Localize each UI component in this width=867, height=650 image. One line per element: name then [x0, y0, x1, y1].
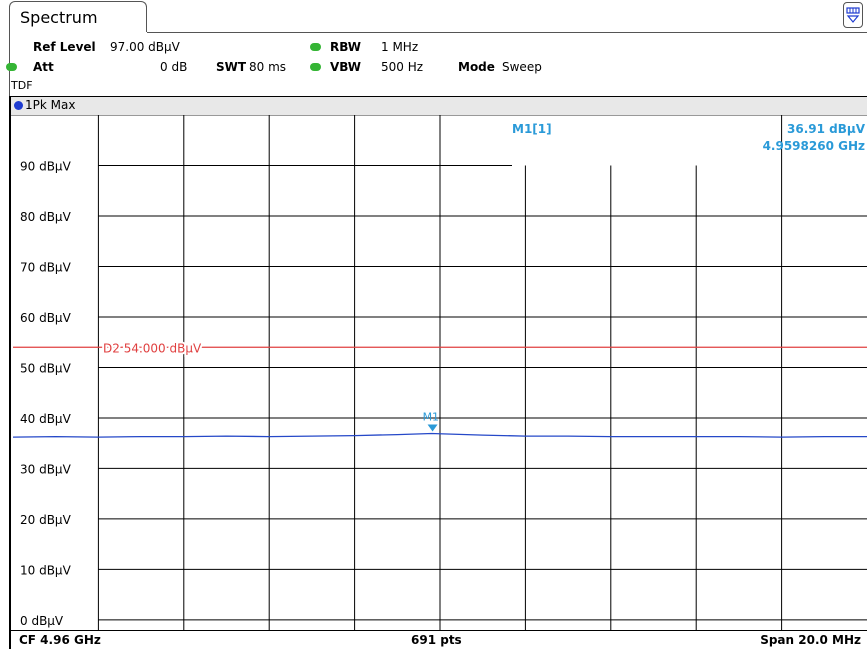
rbw-label: RBW	[330, 40, 361, 54]
y-tick-label: 60 dBµV	[20, 311, 72, 325]
att-indicator	[6, 63, 17, 71]
marker-info-name: M1[1]	[512, 122, 552, 136]
ref-level-value: 97.00 dBµV	[110, 40, 180, 54]
span: Span 20.0 MHz	[760, 633, 861, 647]
vbw-label: VBW	[330, 60, 362, 74]
swt-value: 80 ms	[249, 60, 287, 74]
tdf-label: TDF	[11, 79, 33, 92]
y-tick-label: 0 dBµV	[20, 614, 64, 628]
vbw-indicator	[310, 63, 321, 71]
panel-menu-icon[interactable]	[843, 2, 863, 28]
rbw-indicator	[310, 43, 321, 51]
trace-1pk-max	[12, 432, 867, 438]
marker-info-level: 36.91 dBµV	[787, 122, 865, 136]
mode-value: Sweep	[502, 60, 542, 74]
vbw-value: 500 Hz	[381, 60, 424, 74]
swt-label: SWT	[216, 60, 247, 74]
status-footer: CF 4.96 GHz 691 pts Span 20.0 MHz	[11, 630, 867, 650]
marker-label: M1	[423, 411, 440, 424]
y-tick-label: 70 dBµV	[20, 260, 72, 274]
y-tick-label: 20 dBµV	[20, 513, 72, 527]
marker-info-freq: 4.9598260 GHz	[762, 139, 865, 153]
att-label: Att	[33, 60, 54, 74]
tab-divider	[147, 32, 867, 33]
marker-triangle-icon	[427, 424, 438, 432]
rbw-value: 1 MHz	[381, 40, 419, 54]
y-tick-label: 30 dBµV	[20, 462, 72, 476]
trace-label-bar: 1Pk Max	[11, 97, 867, 116]
y-tick-label: 80 dBµV	[20, 210, 72, 224]
y-tick-label: 90 dBµV	[20, 159, 72, 173]
center-frequency: CF 4.96 GHz	[19, 633, 101, 647]
tab-title: Spectrum	[20, 8, 98, 27]
trace-label: 1Pk Max	[25, 98, 76, 112]
y-tick-label: 50 dBµV	[20, 361, 72, 375]
trace-indicator-icon	[14, 101, 23, 110]
limit-line-label: D2 54.000 dBµV	[103, 341, 202, 355]
att-value: 0 dB	[160, 60, 188, 74]
y-tick-label: 10 dBµV	[20, 563, 72, 577]
sweep-points: 691 pts	[411, 633, 462, 647]
tab-spectrum[interactable]: Spectrum	[9, 1, 147, 32]
y-tick-label: 40 dBµV	[20, 412, 72, 426]
ref-level-label: Ref Level	[33, 40, 96, 54]
mode-label: Mode	[458, 60, 495, 74]
